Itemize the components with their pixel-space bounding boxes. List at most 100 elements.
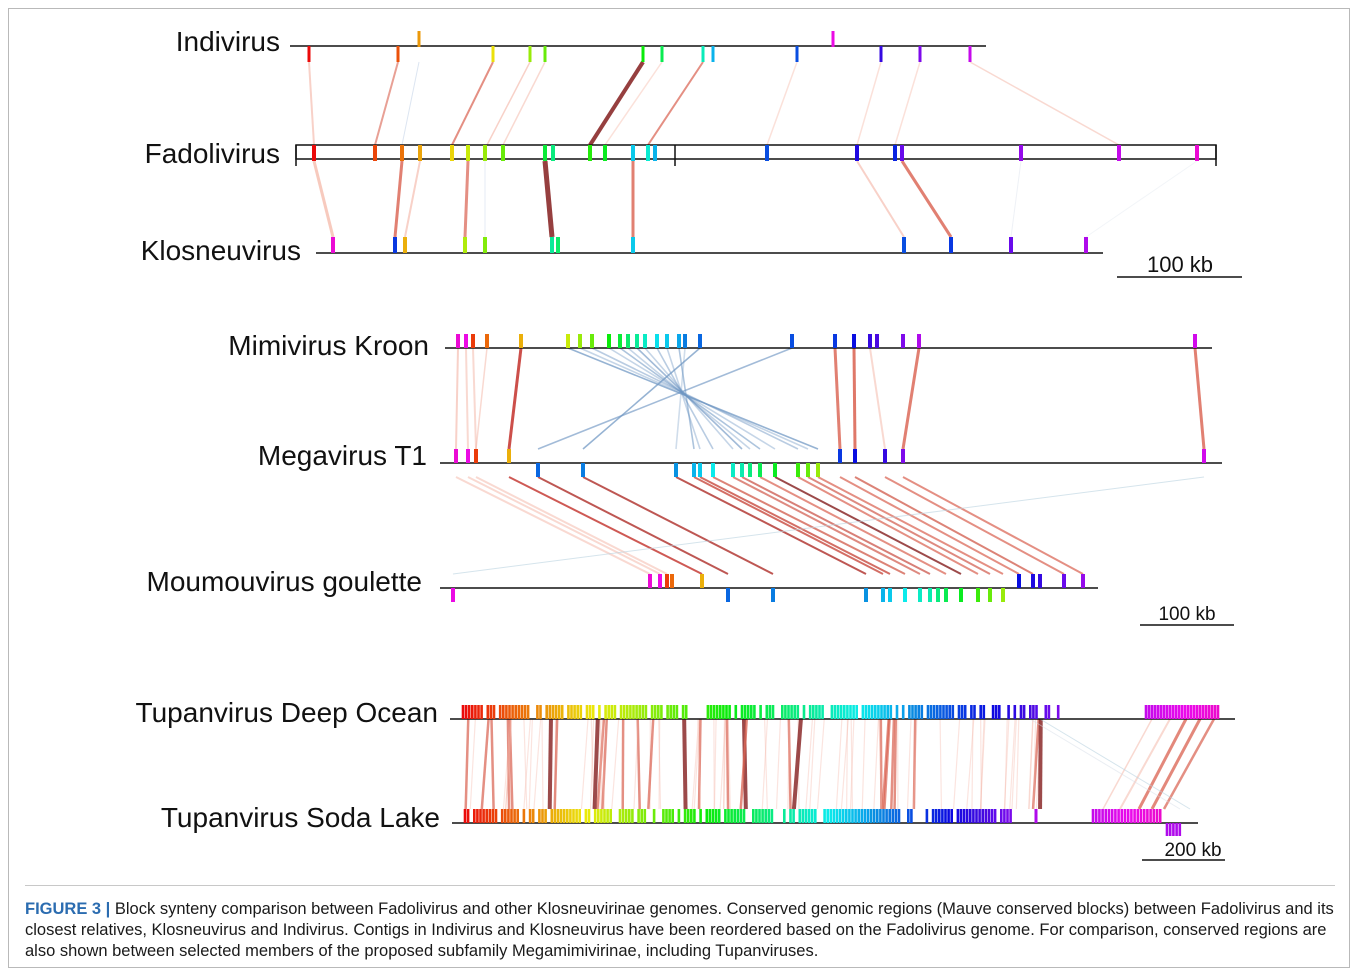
tupanvirus-deep-ocean-block [657,705,660,719]
tupanvirus-deep-ocean-block [629,705,632,719]
tupanvirus-deep-ocean-block [830,705,834,719]
tupanvirus-deep-ocean-block [771,705,775,719]
tupanvirus-deep-ocean-block [877,705,880,719]
genome-label-tupanvirus-deep-ocean: Tupanvirus Deep Ocean [136,697,438,728]
tupanvirus-deep-ocean-block [889,705,893,719]
tupanvirus-deep-ocean-block [1044,705,1048,719]
tupanvirus-deep-ocean-block [855,705,858,719]
figure-caption: FIGURE 3 | Block synteny comparison betw… [25,899,1337,962]
tupanvirus-soda-lake-block [587,809,591,823]
tupanvirus-soda-lake-block [1172,823,1175,836]
tupanvirus-soda-lake-block [987,809,991,823]
link-tupanvirus-deep-ocean-soda-lake [505,718,512,810]
tupanvirus-soda-lake-block [476,809,479,823]
tupanvirus-soda-lake-block [863,809,867,823]
link-indivirus-fadolivirus [894,61,921,146]
tupanvirus-deep-ocean-block [536,705,539,719]
link-megavirus-moumouvirus [693,476,884,575]
tupanvirus-soda-lake-block [550,809,554,823]
tupanvirus-soda-lake-block [714,809,718,823]
link-tupanvirus-deep-ocean-soda-lake [879,718,883,810]
tupanvirus-soda-lake-block [934,809,938,823]
tupanvirus-soda-lake-block [730,809,733,823]
tupanvirus-soda-lake-block [885,809,888,823]
tupanvirus-deep-ocean-block [815,705,818,719]
tupanvirus-soda-lake-block [572,809,575,823]
tupanvirus-deep-ocean-block [867,705,871,719]
tupanvirus-soda-lake-block [541,809,544,823]
mimivirus-kroon-block [677,334,681,348]
tupanvirus-deep-ocean-block [1035,705,1038,719]
link-mimivirus-megavirus [833,347,842,450]
tupanvirus-soda-lake-block [618,809,622,823]
tupanvirus-soda-lake-block [1168,823,1172,836]
tupanvirus-soda-lake-block [866,809,870,823]
link-tupanvirus-deep-ocean-soda-lake [835,718,843,810]
tupanvirus-deep-ocean-block [942,705,945,719]
link-tupanvirus-deep-ocean-soda-lake [1119,718,1171,810]
tupanvirus-deep-ocean-block [551,705,555,719]
link-mimivirus-megavirus [1193,347,1206,450]
tupanvirus-deep-ocean-block [836,705,840,719]
klosneuvirus-block [463,237,467,253]
tupanvirus-deep-ocean-block [728,705,731,719]
tupanvirus-deep-ocean-block [970,705,973,719]
tupanvirus-deep-ocean-block [591,705,595,719]
link-indivirus-fadolivirus [856,61,882,146]
tupanvirus-deep-ocean-block [1153,705,1157,719]
moumouvirus-goulette-block [903,588,907,602]
link-indivirus-fadolivirus [647,61,704,146]
synteny-diagram: Indivirus Fadolivirus Klosneuvirus Mimiv… [136,26,1242,861]
tupanvirus-soda-lake-block [531,809,535,823]
mimivirus-kroon-block [578,334,582,348]
tupanvirus-deep-ocean-block [793,705,796,719]
tupanvirus-deep-ocean-block [1168,705,1172,719]
fadolivirus-block [765,145,769,161]
fadolivirus-block [900,145,904,161]
link-fadolivirus-klosneuvirus [856,160,905,238]
link-tupanvirus-deep-ocean-soda-lake [601,718,608,810]
tupanvirus-deep-ocean-block [746,705,750,719]
tupanvirus-deep-ocean-block [743,705,747,719]
megavirus-t1-block [698,463,702,477]
link-tupanvirus-deep-ocean-soda-lake [1162,718,1216,810]
link-tupanvirus-deep-ocean-soda-lake [691,718,700,810]
moumouvirus-goulette-block [726,588,730,602]
link-fadolivirus-klosneuvirus [900,160,953,238]
tupanvirus-deep-ocean-block [675,705,679,719]
tupanvirus-soda-lake-block [686,809,690,823]
tupanvirus-soda-lake-block [1165,823,1169,836]
indivirus-block [711,46,715,62]
link-tupanvirus-deep-ocean-soda-lake [952,718,961,810]
tupanvirus-soda-lake-block [733,809,736,823]
tupanvirus-deep-ocean-block [539,705,542,719]
link-tupanvirus-deep-ocean-soda-lake [846,718,849,810]
tupanvirus-deep-ocean-block [1032,705,1035,719]
tupanvirus-soda-lake-block [962,809,966,823]
tupanvirus-soda-lake-block [984,809,988,823]
link-megavirus-moumouvirus [902,476,1084,575]
tupanvirus-soda-lake-block [882,809,885,823]
conserved-blocks [307,31,1220,836]
fadolivirus-block [312,145,316,161]
tupanvirus-soda-lake-block [690,809,693,823]
link-tupanvirus-deep-ocean-soda-lake [1102,718,1153,810]
genome-label-megavirus-t1: Megavirus T1 [258,440,427,471]
mimivirus-kroon-block [456,334,460,348]
fadolivirus-block [418,145,422,161]
megavirus-t1-block [853,449,857,463]
tupanvirus-deep-ocean-block [573,705,576,719]
tupanvirus-deep-ocean-block [920,705,924,719]
tupanvirus-soda-lake-block [761,809,764,823]
megavirus-t1-block [773,463,777,477]
tupanvirus-deep-ocean-block [908,705,911,719]
link-megavirus-moumouvirus [675,476,867,575]
tupanvirus-soda-lake-block [1000,809,1003,823]
tupanvirus-deep-ocean-block [520,705,524,719]
tupanvirus-deep-ocean-block [994,705,998,719]
tupanvirus-soda-lake-block [941,809,944,823]
tupanvirus-deep-ocean-block [722,705,725,719]
link-tupanvirus-deep-ocean-soda-lake [553,718,559,810]
tupanvirus-soda-lake-block [504,809,507,823]
tupanvirus-deep-ocean-block [991,705,995,719]
